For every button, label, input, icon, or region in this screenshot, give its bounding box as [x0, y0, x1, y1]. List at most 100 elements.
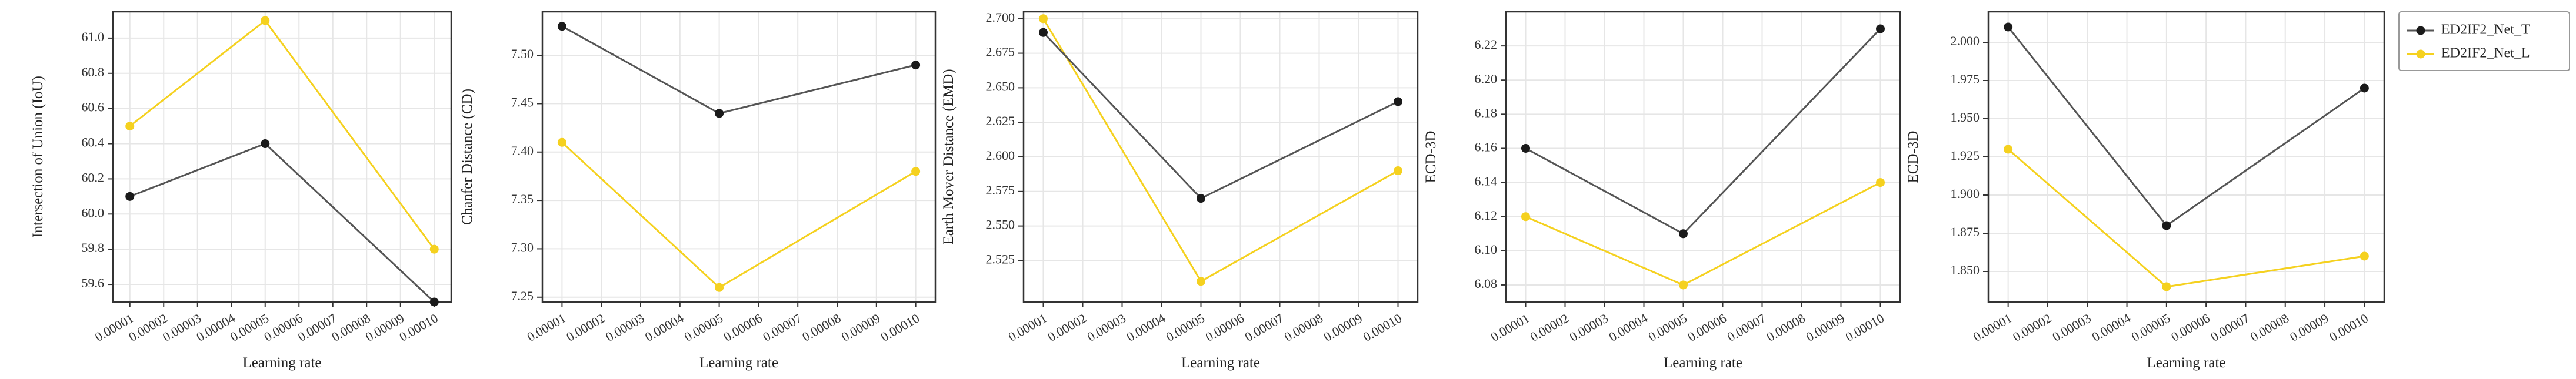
plot-frame	[1505, 11, 1901, 303]
x-tick-label: 0.00006	[1685, 311, 1729, 344]
x-tick-label: 0.00002	[2010, 311, 2054, 344]
x-tick-label: 0.00004	[642, 311, 686, 344]
data-point-l	[1197, 277, 1205, 286]
plot-frame	[1987, 11, 2385, 303]
x-tick-label: 0.00010	[1843, 311, 1887, 344]
x-tick-label: 0.00006	[2168, 311, 2212, 344]
series-line-l	[561, 142, 917, 289]
x-tick-label: 0.00007	[760, 311, 804, 344]
y-tick-label: 6.14	[1475, 174, 1498, 189]
legend-entry-label: ED2IF2_Net_T	[2441, 22, 2530, 38]
data-point-t	[261, 139, 270, 149]
x-tick-label: 0.00006	[721, 311, 764, 344]
x-tick-label: 0.00003	[603, 311, 647, 344]
x-tick-label: 0.00006	[1203, 311, 1247, 344]
x-tick-label: 0.00007	[1725, 311, 1768, 344]
x-tick-label: 0.00002	[1045, 311, 1089, 344]
x-tick-label: 0.00004	[1607, 311, 1650, 344]
y-tick-label: 2.550	[986, 217, 1015, 232]
legend-frame	[2398, 11, 2570, 71]
data-point-l	[557, 137, 566, 147]
x-tick-label: 0.00003	[2050, 311, 2093, 344]
x-tick-label: 0.00003	[1567, 311, 1611, 344]
data-point-t	[1039, 28, 1048, 37]
x-tick-label: 0.00003	[1085, 311, 1128, 344]
y-tick-label: 7.25	[511, 289, 534, 303]
y-tick-label: 1.950	[1951, 110, 1980, 125]
y-axis-label: ECD-3D	[1423, 131, 1439, 183]
y-tick-label: 1.875	[1951, 224, 1980, 239]
x-tick-label: 0.00004	[1124, 311, 1168, 344]
x-tick-label: 0.00004	[194, 311, 237, 344]
legend: ED2IF2_Net_T ED2IF2_Net_L	[2398, 11, 2570, 71]
y-tick-label: 6.16	[1475, 140, 1498, 155]
y-tick-label: 2.600	[986, 148, 1015, 163]
y-axis-label: Chanfer Distance (CD)	[459, 89, 475, 225]
x-tick-label: 0.00007	[2208, 311, 2252, 344]
x-tick-label: 0.00001	[1006, 311, 1049, 344]
series-line-t	[129, 142, 435, 303]
data-point-t	[1394, 97, 1402, 106]
y-tick-label: 6.20	[1475, 71, 1498, 86]
data-point-l	[911, 167, 921, 176]
y-tick-label: 60.2	[82, 170, 105, 185]
y-tick-label: 2.000	[1951, 33, 1980, 48]
x-tick-label: 0.00009	[839, 311, 882, 344]
x-tick-label: 0.00008	[1764, 311, 1808, 344]
series-line-l	[1525, 182, 1881, 286]
x-axis-label: Learning rate	[2147, 355, 2226, 371]
x-tick-label: 0.00002	[1528, 311, 1571, 344]
y-tick-label: 6.08	[1475, 276, 1498, 291]
chart-panel-2: 0.000010.000020.000030.000040.000050.000…	[459, 11, 937, 371]
y-tick-label: 60.6	[82, 100, 105, 115]
y-axis-label: Intersection of Union (IoU)	[30, 76, 46, 238]
y-tick-label: 2.700	[986, 10, 1015, 25]
x-tick-label: 0.00001	[92, 311, 136, 344]
data-point-t	[125, 192, 135, 201]
chart-panel-3: 0.000010.000020.000030.000040.000050.000…	[941, 10, 1419, 371]
x-tick-label: 0.00008	[799, 311, 843, 344]
y-tick-label: 60.0	[82, 205, 105, 220]
data-point-l	[1679, 280, 1688, 290]
data-point-l	[125, 122, 135, 131]
y-tick-label: 1.925	[1951, 148, 1980, 163]
plot-frame	[541, 11, 937, 303]
plot-frame	[112, 11, 452, 303]
x-tick-label: 0.00001	[1488, 311, 1532, 344]
data-point-l	[1394, 166, 1402, 176]
x-tick-label: 0.00002	[564, 311, 607, 344]
y-axis-label: ECD-3D	[1905, 131, 1921, 183]
y-tick-label: 7.30	[511, 240, 534, 254]
data-point-t	[1679, 229, 1688, 239]
series-line-t	[1525, 28, 1881, 235]
x-tick-label: 0.00002	[126, 311, 169, 344]
y-tick-label: 6.22	[1475, 37, 1498, 52]
x-tick-label: 0.00009	[1321, 311, 1365, 344]
data-point-t	[2162, 221, 2171, 230]
y-tick-label: 2.650	[986, 79, 1015, 93]
y-tick-label: 1.975	[1951, 72, 1980, 86]
x-tick-label: 0.00009	[363, 311, 406, 344]
series-line-l	[129, 19, 435, 250]
x-tick-label: 0.00005	[1646, 311, 1689, 344]
plot-frame	[1022, 11, 1419, 303]
series-line-t	[561, 25, 916, 115]
data-point-l	[261, 16, 270, 25]
x-tick-label: 0.00001	[524, 311, 568, 344]
x-tick-label: 0.00005	[228, 311, 271, 344]
chart-panel-5: 0.000010.000020.000030.000040.000050.000…	[1905, 11, 2385, 371]
x-tick-label: 0.00007	[1242, 311, 1286, 344]
legend-swatch-marker	[2416, 49, 2425, 59]
x-tick-label: 0.00008	[329, 311, 372, 344]
data-point-t	[1876, 24, 1885, 33]
x-tick-label: 0.00010	[2327, 311, 2370, 344]
data-point-t	[911, 61, 921, 70]
y-tick-label: 6.18	[1475, 105, 1498, 120]
legend-entry-label: ED2IF2_Net_L	[2441, 46, 2530, 61]
legend-swatch-marker	[2416, 26, 2425, 35]
y-tick-label: 60.8	[82, 65, 105, 79]
x-axis-label: Learning rate	[1181, 355, 1260, 371]
x-tick-label: 0.00003	[160, 311, 204, 344]
x-tick-label: 0.00009	[2287, 311, 2331, 344]
x-tick-label: 0.00006	[261, 311, 305, 344]
